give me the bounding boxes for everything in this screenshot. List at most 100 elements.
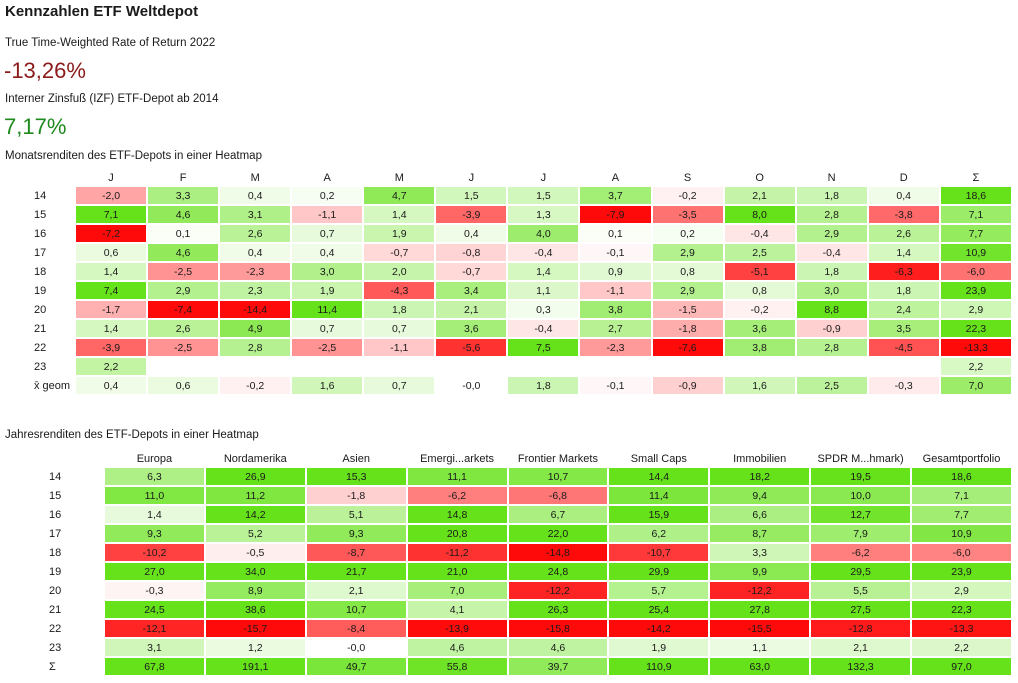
annual-column-header: Nordamerika [223, 452, 287, 465]
monthly-cell: -0,9 [652, 377, 723, 394]
monthly-row: 16 -7,2 0,1 2,6 0,7 1,9 0,4 4,0 0,1 0,2 -0,4 2,9 2,6… [32, 225, 1011, 242]
monthly-cell: 2,6 [220, 225, 291, 242]
annual-column-header: SPDR M...hmark) [817, 452, 904, 465]
monthly-cell: 0,4 [220, 244, 291, 261]
monthly-cell: 3,4 [436, 282, 507, 299]
monthly-column-header: S [683, 171, 692, 184]
monthly-cell: 1,5 [436, 187, 507, 204]
annual-cell: 1,1 [710, 639, 810, 656]
annual-heatmap-table: Europa Nordamerika Asien Emergi...arkets Fro… [45, 449, 1013, 677]
annual-row: 20 -0,3 8,9 2,1 7,0 -12,2 5,7 -12,2 5,5 2,9 [47, 582, 1011, 599]
monthly-cell: 1,8 [364, 301, 435, 318]
annual-cell: 97,0 [912, 658, 1011, 675]
monthly-cell [580, 358, 650, 375]
monthly-row-label: 19 [34, 284, 47, 297]
annual-cell: 9,9 [710, 563, 810, 580]
annual-cell: 6,3 [105, 468, 204, 485]
annual-cell: 4,1 [407, 601, 507, 618]
monthly-column-header: J [540, 171, 547, 184]
monthly-cell: -7,9 [580, 206, 651, 223]
monthly-cell: 1,8 [508, 377, 579, 394]
annual-cell: 26,3 [508, 601, 608, 618]
monthly-cell: 1,4 [868, 244, 939, 261]
monthly-heatmap-title: Monatsrenditen des ETF-Depots in einer H… [5, 150, 262, 162]
annual-cell: 132,3 [811, 658, 910, 675]
monthly-cell: 8,8 [796, 301, 867, 318]
annual-row-label: 22 [49, 622, 62, 635]
annual-cell: 19,5 [811, 468, 910, 485]
monthly-cell: -3,5 [652, 206, 723, 223]
annual-cell: 26,9 [205, 468, 305, 485]
monthly-cell: 1,6 [292, 377, 363, 394]
annual-column-header: Asien [342, 452, 370, 465]
annual-cell: 27,5 [811, 601, 910, 618]
monthly-cell [436, 358, 506, 375]
monthly-cell: 2,1 [436, 301, 507, 318]
monthly-cell: 0,4 [220, 187, 291, 204]
monthly-cell [869, 358, 939, 375]
annual-cell: 10,7 [306, 601, 406, 618]
annual-cell: 5,1 [306, 506, 406, 523]
annual-cell: 6,6 [710, 506, 810, 523]
annual-column-header: Europa [136, 452, 173, 465]
annual-cell: 21,7 [306, 563, 406, 580]
monthly-cell: 1,9 [292, 282, 363, 299]
monthly-cell: -0,7 [364, 244, 435, 261]
monthly-cell: -2,3 [580, 339, 651, 356]
monthly-cell: 11,4 [292, 301, 363, 318]
annual-cell: -14,8 [508, 544, 608, 561]
monthly-row-label: 23 [34, 360, 47, 373]
monthly-cell: -0,4 [508, 244, 579, 261]
annual-cell: -6,8 [508, 487, 608, 504]
annual-cell: 67,8 [105, 658, 204, 675]
monthly-row-label: 17 [34, 246, 47, 259]
annual-row: 18 -10,2 -0,5 -8,7 -11,2 -14,8 -10,7 3,3 -6,2 -6,… [47, 544, 1011, 561]
monthly-row: x̄ geom 0,4 0,6 -0,2 1,6 0,7 -0,0 1,8 -0,1 -0,9 1,… [32, 377, 1011, 394]
monthly-cell: 4,7 [364, 187, 435, 204]
monthly-column-header: Σ [972, 171, 980, 184]
monthly-cell: -1,5 [652, 301, 723, 318]
annual-cell: 3,3 [710, 544, 810, 561]
annual-cell: 63,0 [710, 658, 810, 675]
annual-row-label: 23 [49, 641, 62, 654]
monthly-cell: -0,2 [724, 301, 795, 318]
twr-value: -13,26% [4, 58, 86, 83]
monthly-row: 18 1,4 -2,5 -2,3 3,0 2,0 -0,7 1,4 0,9 0,8 -5,1 1,8-… [32, 263, 1011, 280]
monthly-cell: -5,6 [436, 339, 507, 356]
monthly-cell: 7,0 [940, 377, 1011, 394]
monthly-column-header: A [611, 171, 620, 184]
monthly-cell: 10,9 [940, 244, 1011, 261]
monthly-row-label: 21 [34, 322, 47, 335]
monthly-cell: -13,3 [940, 339, 1011, 356]
monthly-column-header: D [899, 171, 908, 184]
monthly-row-label: 20 [34, 303, 47, 316]
annual-cell: 14,4 [609, 468, 709, 485]
monthly-cell: -4,5 [868, 339, 939, 356]
monthly-cell: 1,4 [364, 206, 435, 223]
annual-cell: 10,7 [508, 468, 608, 485]
monthly-column-header: F [179, 171, 187, 184]
annual-cell: 29,9 [609, 563, 709, 580]
annual-cell: 18,2 [710, 468, 810, 485]
monthly-cell: 4,6 [148, 244, 219, 261]
monthly-column-header: N [827, 171, 836, 184]
annual-cell: 2,2 [912, 639, 1011, 656]
annual-cell: -12,2 [508, 582, 608, 599]
annual-column-header: Small Caps [630, 452, 687, 465]
monthly-cell: 0,8 [724, 282, 795, 299]
monthly-cell: 2,9 [652, 282, 723, 299]
annual-cell: 7,1 [912, 487, 1011, 504]
monthly-row: 23 2,2 2,2 [32, 358, 1011, 375]
monthly-cell: 2,3 [220, 282, 291, 299]
monthly-cell: -6,0 [940, 263, 1011, 280]
annual-row: 21 24,5 38,6 10,7 4,1 26,3 25,4 27,8 27,5 22,3 [47, 601, 1011, 618]
annual-cell: 9,4 [710, 487, 810, 504]
monthly-cell: 3,6 [436, 320, 507, 337]
monthly-cell: 3,0 [796, 282, 867, 299]
monthly-row: 15 7,1 4,6 3,1 -1,1 1,4 -3,9 1,3 -7,9 -3,5 8,0 2,8-… [32, 206, 1011, 223]
annual-cell: -8,4 [306, 620, 406, 637]
monthly-cell: 2,6 [868, 225, 939, 242]
izf-label: Interner Zinsfuß (IZF) ETF-Depot ab 2014 [5, 93, 219, 105]
monthly-cell: 2,2 [940, 358, 1011, 375]
